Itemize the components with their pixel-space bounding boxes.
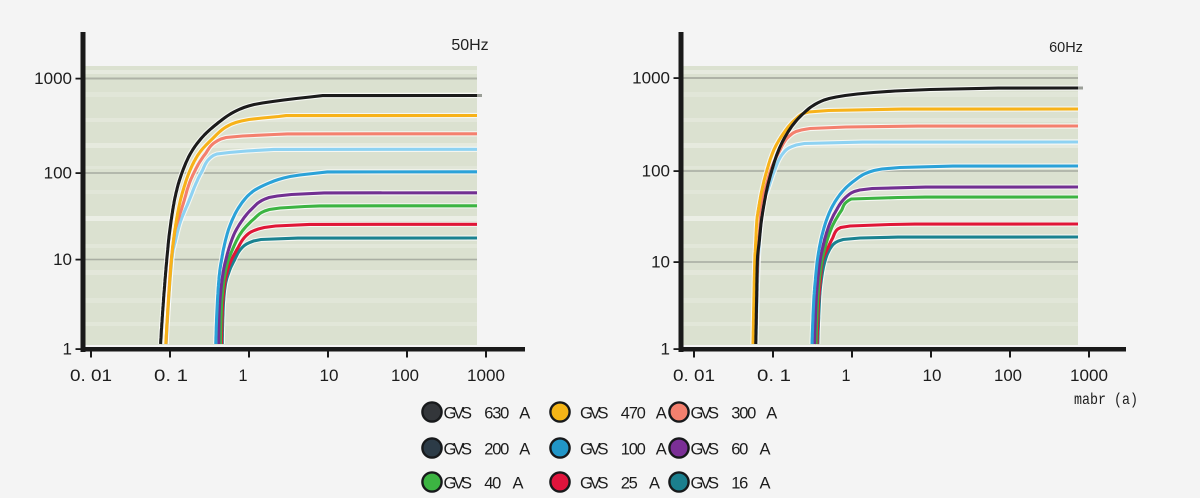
svg-text:1000: 1000 xyxy=(1070,366,1108,385)
svg-text:0. 01: 0. 01 xyxy=(70,366,112,385)
svg-text:1000: 1000 xyxy=(34,69,72,88)
svg-text:100: 100 xyxy=(994,366,1022,385)
svg-text:0. 1: 0. 1 xyxy=(757,366,791,385)
svg-text:100: 100 xyxy=(391,366,419,385)
svg-text:100: 100 xyxy=(642,162,670,181)
svg-text:1000: 1000 xyxy=(467,366,505,385)
svg-text:1: 1 xyxy=(239,366,248,385)
svg-text:10: 10 xyxy=(651,253,670,272)
svg-text:0. 1: 0. 1 xyxy=(154,366,188,385)
svg-text:10: 10 xyxy=(923,366,942,385)
svg-text:50Hz: 50Hz xyxy=(451,37,488,54)
svg-text:1: 1 xyxy=(63,340,72,359)
svg-text:1000: 1000 xyxy=(632,69,670,88)
svg-text:100: 100 xyxy=(44,164,72,183)
svg-text:10: 10 xyxy=(320,366,339,385)
svg-text:0. 01: 0. 01 xyxy=(673,366,715,385)
svg-text:60Hz: 60Hz xyxy=(1049,40,1083,56)
svg-text:mabr (a): mabr (a) xyxy=(1074,391,1138,409)
svg-text:1: 1 xyxy=(842,366,851,385)
svg-text:10: 10 xyxy=(53,250,72,269)
svg-text:1: 1 xyxy=(661,340,670,359)
